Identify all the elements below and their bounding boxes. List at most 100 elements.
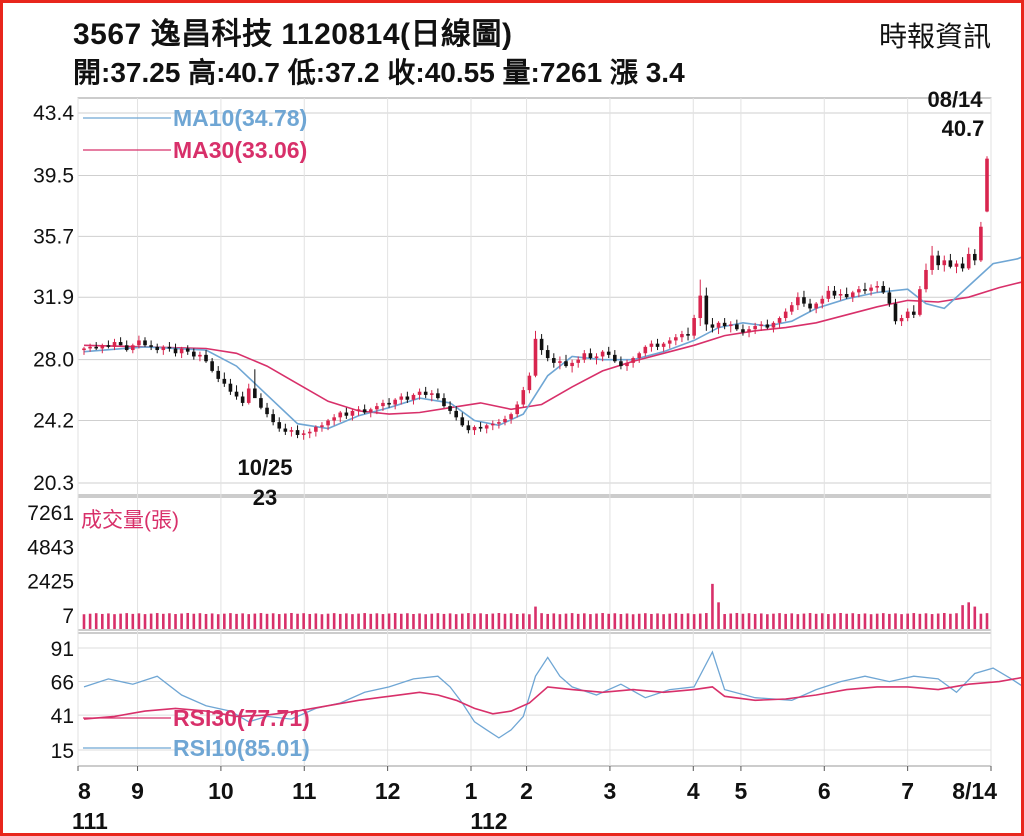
volume-bar bbox=[918, 613, 922, 629]
candle-body bbox=[246, 388, 251, 403]
volume-bar bbox=[308, 613, 312, 629]
price-tick-label: 20.3 bbox=[33, 472, 74, 495]
candle-body bbox=[344, 412, 349, 416]
high-date-annotation: 08/14 bbox=[927, 87, 983, 112]
candle-body bbox=[948, 260, 953, 267]
volume-bar bbox=[241, 613, 244, 629]
volume-bar bbox=[607, 613, 611, 629]
volume-bar bbox=[94, 613, 98, 629]
candle-body bbox=[155, 346, 160, 351]
volume-bar bbox=[753, 613, 757, 629]
candle-body bbox=[936, 255, 940, 266]
candle-body bbox=[930, 255, 934, 270]
x-year-label: 112 bbox=[470, 808, 507, 833]
candle-body bbox=[314, 426, 318, 432]
volume-bar bbox=[259, 613, 263, 629]
candle-body bbox=[289, 430, 294, 432]
candle-body bbox=[924, 269, 928, 290]
volume-bar bbox=[253, 613, 257, 629]
volume-bar bbox=[271, 613, 275, 629]
candle-body bbox=[893, 303, 898, 322]
volume-bar bbox=[985, 613, 989, 629]
candle-body bbox=[619, 361, 623, 367]
volume-bar bbox=[485, 614, 488, 629]
candle-body bbox=[362, 409, 367, 413]
candle-body bbox=[405, 396, 410, 400]
volume-bar bbox=[503, 613, 507, 629]
candle-body bbox=[637, 353, 642, 359]
volume-bar bbox=[851, 613, 855, 629]
candle-body bbox=[173, 348, 178, 354]
candle-body bbox=[960, 263, 965, 269]
rsi-tick-label: 66 bbox=[51, 672, 74, 695]
x-tick-label: 11 bbox=[292, 778, 317, 804]
candle-body bbox=[417, 391, 422, 395]
volume-bar bbox=[857, 613, 861, 629]
source-label: 時報資訊 bbox=[878, 21, 991, 52]
volume-bar bbox=[845, 613, 848, 629]
candle-body bbox=[460, 417, 465, 426]
candle-body bbox=[710, 324, 715, 328]
high-value-annotation: 40.7 bbox=[942, 116, 985, 141]
volume-bar bbox=[949, 613, 952, 629]
candle-body bbox=[796, 297, 800, 306]
candle-body bbox=[625, 362, 629, 367]
volume-bar bbox=[113, 614, 116, 629]
candle-body bbox=[350, 410, 355, 416]
volume-bar bbox=[406, 613, 409, 629]
volume-bar bbox=[625, 613, 629, 629]
candle-body bbox=[118, 342, 123, 346]
candle-body bbox=[899, 318, 904, 322]
candle-body bbox=[631, 358, 635, 363]
volume-bar bbox=[467, 613, 470, 629]
candle-body bbox=[838, 293, 843, 296]
volume-bar bbox=[942, 613, 946, 629]
volume-bar bbox=[583, 613, 586, 629]
volume-bar bbox=[338, 613, 342, 629]
candle-body bbox=[643, 346, 648, 354]
x-tick-label: 7 bbox=[901, 778, 914, 804]
volume-bar bbox=[155, 613, 159, 629]
volume-bar bbox=[168, 613, 171, 629]
candle-body bbox=[94, 346, 99, 349]
candle-body bbox=[472, 426, 477, 431]
volume-bar bbox=[711, 583, 714, 629]
candle-body bbox=[661, 343, 666, 347]
volume-bar bbox=[869, 614, 873, 629]
candle-body bbox=[570, 362, 574, 367]
volume-panel-title: 成交量(張) bbox=[81, 509, 179, 532]
candle-body bbox=[295, 430, 300, 435]
volume-bar bbox=[119, 613, 122, 629]
candle-body bbox=[539, 338, 544, 351]
candle-body bbox=[307, 431, 312, 434]
candle-body bbox=[704, 295, 709, 325]
volume-bar bbox=[552, 613, 556, 629]
candle-body bbox=[448, 406, 452, 411]
volume-bar bbox=[82, 614, 86, 629]
volume-bar bbox=[357, 613, 360, 629]
candle-body bbox=[82, 348, 86, 351]
candle-body bbox=[588, 353, 593, 359]
volume-bar bbox=[790, 613, 794, 629]
candle-body bbox=[161, 346, 166, 351]
low-date-annotation: 10/25 bbox=[237, 455, 292, 480]
candle-body bbox=[381, 402, 385, 407]
candle-body bbox=[972, 253, 977, 261]
volume-bar bbox=[314, 613, 318, 629]
candle-body bbox=[771, 322, 776, 328]
volume-bar bbox=[894, 613, 897, 629]
volume-bar bbox=[363, 613, 366, 629]
candle-body bbox=[564, 361, 568, 367]
candle-body bbox=[216, 370, 221, 379]
volume-tick-label: 2425 bbox=[27, 571, 74, 594]
volume-bar bbox=[180, 613, 183, 629]
price-tick-label: 35.7 bbox=[33, 225, 74, 248]
volume-bar bbox=[381, 614, 385, 629]
candle-body bbox=[112, 342, 117, 347]
volume-bar bbox=[149, 613, 153, 629]
candle-body bbox=[283, 428, 288, 432]
volume-bar bbox=[320, 614, 324, 629]
ma30-legend-label: MA30(33.06) bbox=[173, 137, 307, 163]
volume-bar bbox=[747, 613, 751, 629]
